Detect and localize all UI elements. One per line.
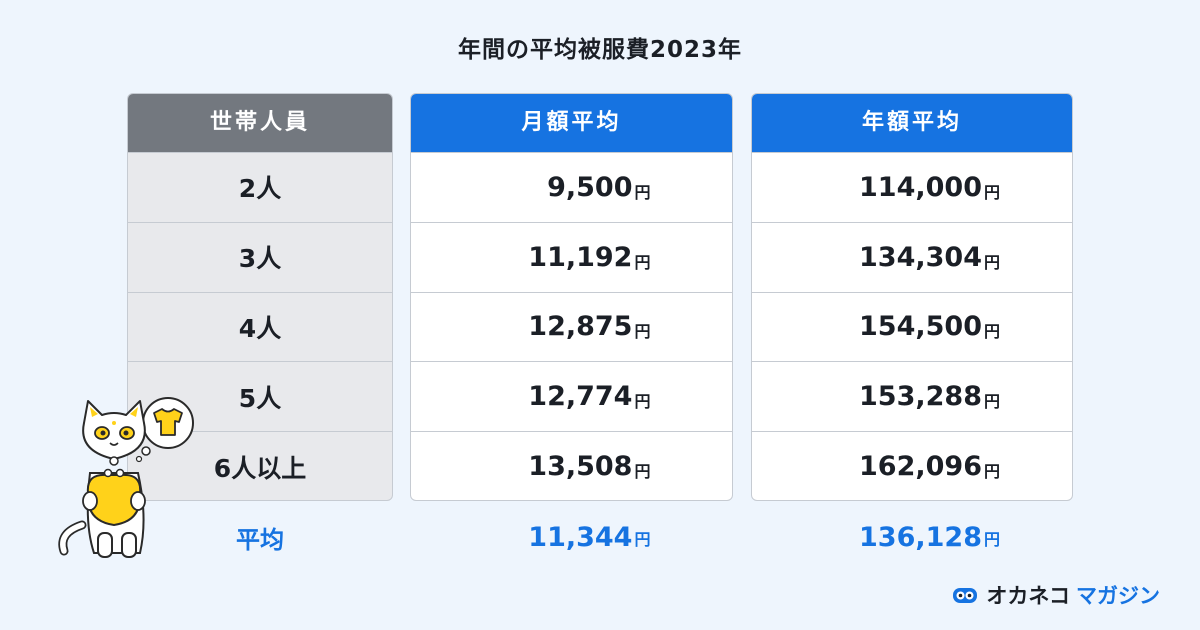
- yearly-value: 114,000: [859, 171, 982, 203]
- yearly-average-total: 136,128 円: [751, 512, 1073, 562]
- yen-unit: 円: [634, 392, 651, 412]
- monthly-value-cell: 12,774 円: [411, 361, 732, 431]
- yearly-value-cell: 153,288 円: [752, 361, 1072, 431]
- yearly-value-cell: 114,000 円: [752, 152, 1072, 222]
- yen-unit: 円: [634, 322, 651, 342]
- yearly-average-header: 年額平均: [752, 94, 1072, 152]
- yen-unit: 円: [634, 530, 651, 549]
- shirt-icon: [153, 408, 183, 436]
- yen-unit: 円: [634, 182, 651, 202]
- household-size-cell: 2人: [128, 152, 392, 222]
- monthly-value-cell: 12,875 円: [411, 291, 732, 362]
- monthly-average-value: 11,344: [528, 521, 633, 553]
- yen-unit: 円: [634, 461, 651, 481]
- yearly-value-cell: 162,096 円: [752, 431, 1072, 500]
- yearly-value: 153,288: [859, 381, 982, 413]
- household-size-cell: 6人以上: [128, 431, 392, 500]
- monthly-average-column: 月額平均 9,500 円 11,192 円 12,875 円 12,774 円 13,5…: [410, 93, 733, 501]
- monthly-value: 12,875: [528, 311, 633, 343]
- logo-text-magazine: マガジン: [1076, 584, 1160, 608]
- yen-unit: 円: [983, 530, 1000, 549]
- yen-unit: 円: [983, 252, 1000, 272]
- yen-unit: 円: [983, 182, 1000, 202]
- household-size-cell: 3人: [128, 221, 392, 292]
- okaneko-logo-icon: [953, 588, 978, 603]
- yearly-average-value: 136,128: [859, 521, 982, 553]
- monthly-average-header: 月額平均: [411, 94, 732, 152]
- monthly-value: 11,192: [528, 241, 633, 273]
- monthly-value: 12,774: [528, 381, 633, 413]
- logo-text-okaneko: オカネコ: [986, 584, 1070, 608]
- yearly-value-cell: 134,304 円: [752, 221, 1072, 292]
- page-title: 年間の平均被服費2023年: [457, 37, 742, 63]
- yearly-value: 162,096: [859, 451, 982, 483]
- monthly-value: 13,508: [528, 451, 633, 483]
- monthly-value-cell: 11,192 円: [411, 221, 732, 292]
- yearly-average-column: 年額平均 114,000 円 134,304 円 154,500 円 153,288 円…: [751, 93, 1073, 501]
- household-size-cell: 4人: [128, 291, 392, 362]
- monthly-value-cell: 9,500 円: [411, 152, 732, 222]
- monthly-average-total: 11,344 円: [410, 512, 733, 562]
- yearly-value: 154,500: [859, 311, 982, 343]
- yen-unit: 円: [634, 252, 651, 272]
- cat-mascot-illustration: [58, 397, 194, 558]
- yearly-value-cell: 154,500 円: [752, 291, 1072, 362]
- yen-unit: 円: [983, 322, 1000, 342]
- monthly-value: 9,500: [547, 171, 633, 203]
- yen-unit: 円: [983, 392, 1000, 412]
- okaneko-magazine-logo[interactable]: オカネコ マガジン: [952, 580, 1160, 610]
- monthly-value-cell: 13,508 円: [411, 431, 732, 500]
- yen-unit: 円: [983, 461, 1000, 481]
- yearly-value: 134,304: [859, 241, 982, 273]
- household-size-header: 世帯人員: [128, 94, 392, 152]
- household-size-cell: 5人: [128, 361, 392, 431]
- average-label: 平均: [236, 525, 284, 554]
